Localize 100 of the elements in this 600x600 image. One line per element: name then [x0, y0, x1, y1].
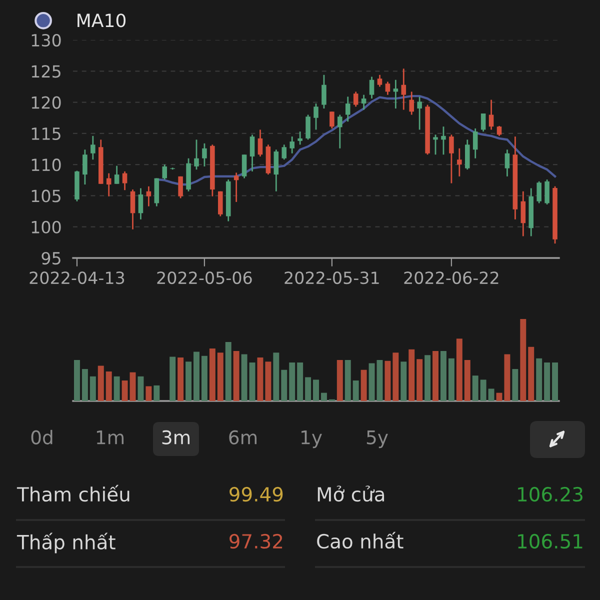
text: 1y: [302, 430, 322, 448]
x-tick-label: 2022-05-06: [157, 271, 252, 284]
bar: [448, 358, 454, 401]
bar: [336, 360, 343, 401]
bar: [186, 362, 192, 401]
candlestick: [194, 138, 199, 170]
text: Tham chiếu: [16, 484, 130, 502]
candlestick: [258, 128, 263, 158]
y-tick-label: 115: [32, 128, 60, 140]
legend-label: MA10: [78, 14, 126, 28]
candlestick: [361, 94, 366, 110]
y-tick-label: 120: [32, 96, 61, 109]
candlestick: [385, 81, 390, 96]
text: 1m: [96, 430, 124, 444]
bar: [289, 362, 296, 401]
bar: [320, 392, 327, 401]
candlestick: [106, 172, 112, 198]
candlestick: [504, 148, 510, 178]
bar: [170, 356, 176, 401]
candlestick: [306, 114, 310, 140]
bar: [496, 392, 502, 401]
bar: [392, 352, 399, 401]
bar: [241, 354, 248, 401]
candlestick: [401, 68, 406, 110]
y-tick-label: 105: [32, 190, 60, 202]
candlestick: [122, 170, 128, 191]
bar: [440, 350, 446, 401]
bar: [504, 354, 510, 401]
bar: [352, 380, 359, 401]
candlestick: [90, 135, 96, 160]
bar: [265, 362, 272, 401]
candlestick: [480, 112, 486, 132]
candlestick: [472, 128, 478, 160]
bar: [480, 380, 486, 401]
candlestick: [457, 148, 462, 178]
candlestick: [536, 180, 542, 204]
text: Thấp nhất: [16, 532, 116, 554]
bar: [472, 376, 478, 401]
y-tick-label: 130: [32, 34, 61, 47]
candlestick: [488, 99, 494, 130]
bar: [464, 360, 470, 401]
bar: [344, 360, 351, 401]
bar: [520, 319, 526, 401]
bar: [154, 385, 160, 401]
text: 6m: [229, 430, 257, 444]
bar: [384, 360, 391, 401]
text: 106.51: [518, 534, 582, 549]
bar: [194, 352, 200, 401]
bar: [130, 372, 136, 401]
text: 106.23: [518, 486, 582, 502]
bar: [281, 370, 288, 401]
candlestick: [202, 142, 207, 168]
bar: [424, 355, 431, 401]
candlestick: [369, 76, 374, 100]
bar: [249, 362, 256, 401]
y-tick-label: 95: [42, 252, 60, 265]
candlestick: [322, 74, 326, 110]
candlestick: [338, 114, 342, 150]
bar: [90, 376, 96, 401]
candlestick: [282, 144, 287, 160]
candlestick: [330, 110, 334, 130]
bar: [488, 388, 494, 401]
x-tick-label: 2022-05-31: [284, 271, 379, 284]
x-tick-label: 2022-06-22: [404, 271, 498, 284]
bar: [408, 349, 415, 401]
candlestick: [162, 164, 168, 180]
candlestick: [544, 178, 550, 206]
bar: [82, 369, 88, 401]
candlestick: [377, 74, 382, 88]
bar: [225, 342, 232, 401]
candlestick: [393, 79, 398, 110]
bar: [552, 362, 558, 401]
candlestick: [218, 190, 223, 217]
bar: [122, 380, 128, 401]
bar: [201, 356, 208, 401]
candlestick: [433, 134, 438, 156]
bar: [305, 377, 312, 401]
candlestick: [250, 134, 255, 172]
text: 5y: [366, 430, 388, 448]
candlestick: [114, 165, 120, 185]
text: Cao nhất: [317, 532, 404, 549]
candlestick: [496, 125, 502, 137]
candlestick: [449, 134, 454, 184]
text: 3m: [162, 430, 190, 444]
candlestick: [409, 91, 414, 116]
candlestick: [441, 126, 446, 156]
candlestick: [274, 148, 279, 192]
candlestick: [146, 186, 152, 207]
bar: [217, 352, 224, 401]
bar: [400, 362, 407, 401]
bar: [456, 338, 462, 401]
bar: [138, 376, 144, 401]
candlestick: [298, 130, 302, 146]
bar: [360, 370, 367, 401]
candlestick: [353, 91, 358, 108]
candlestick: [314, 102, 318, 130]
bar: [114, 376, 120, 401]
candlestick: [138, 188, 144, 220]
candlestick: [464, 138, 470, 170]
bar: [512, 369, 518, 401]
